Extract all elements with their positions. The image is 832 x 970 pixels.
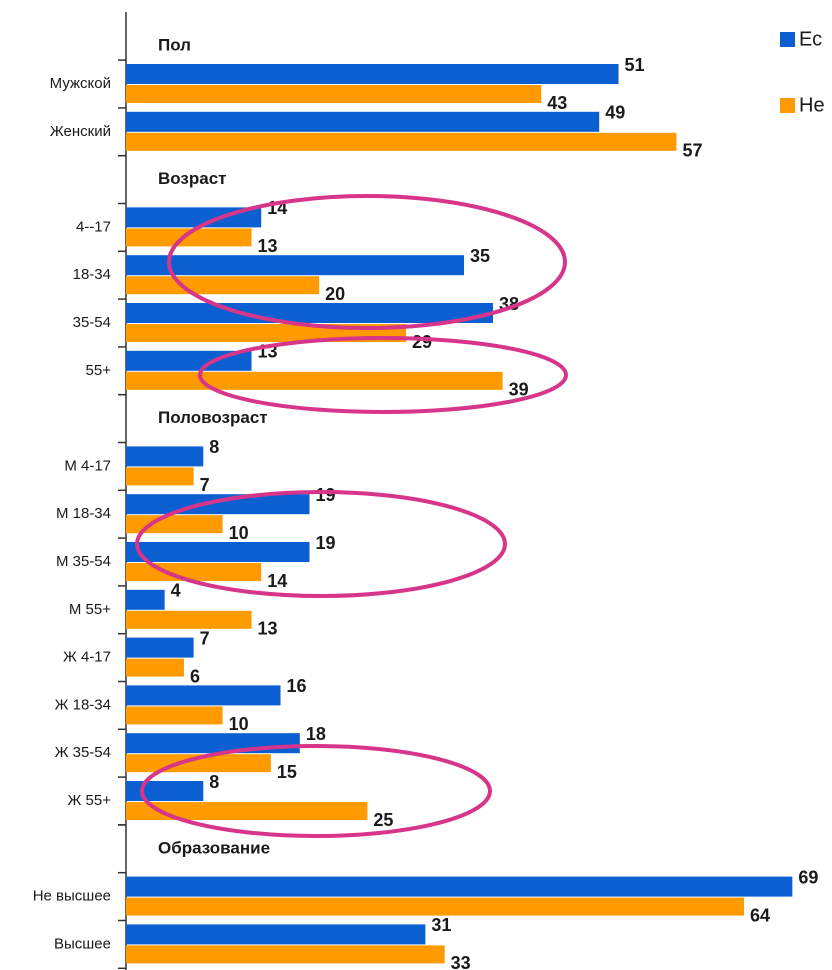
- bar: [126, 610, 252, 629]
- category-label: 4--17: [76, 218, 111, 235]
- category-label: Высшее: [54, 935, 111, 952]
- highlight-ellipse: [140, 744, 492, 838]
- bar: [126, 132, 677, 151]
- bar: [126, 945, 445, 964]
- bar: [126, 589, 165, 610]
- value-label: 57: [682, 141, 702, 161]
- bar: [126, 515, 223, 534]
- bar: [126, 563, 262, 581]
- value-label: 7: [200, 475, 210, 495]
- bar: [126, 876, 793, 897]
- value-label: 14: [267, 571, 287, 591]
- category-label: 55+: [86, 362, 112, 379]
- value-label: 16: [287, 676, 307, 696]
- value-label: 10: [229, 523, 249, 543]
- bar: [126, 897, 745, 916]
- value-label: 13: [258, 236, 278, 256]
- legend-label: Не: [799, 94, 825, 116]
- category-label: Женский: [50, 123, 111, 140]
- category-label: Не высшее: [33, 888, 111, 905]
- value-label: 19: [315, 485, 335, 505]
- value-label: 15: [277, 762, 297, 782]
- category-label: Мужской: [50, 75, 111, 92]
- bar: [126, 494, 310, 515]
- highlight-ellipse: [198, 336, 568, 414]
- legend-swatch: [780, 32, 795, 47]
- value-label: 49: [605, 103, 625, 123]
- value-label: 7: [200, 628, 210, 648]
- bar: [126, 781, 204, 801]
- bar: [126, 658, 184, 677]
- value-label: 4: [171, 581, 181, 601]
- value-label: 29: [412, 332, 432, 352]
- category-label: М 4-17: [64, 457, 111, 474]
- plot: Пол Мужской 51 43 Женский 49 57 Возраст 4--17 14 1…: [33, 36, 819, 970]
- value-label: 8: [209, 772, 219, 792]
- value-label: 51: [625, 55, 645, 75]
- bar: [126, 207, 262, 228]
- bar: [126, 64, 619, 84]
- bar: [126, 802, 368, 820]
- bar: [126, 228, 252, 247]
- category-label: Ж 35-54: [55, 744, 111, 761]
- bar: [126, 542, 310, 562]
- bar: [126, 754, 271, 773]
- bar: [126, 111, 600, 132]
- category-label: М 55+: [69, 601, 111, 618]
- bar: [126, 733, 300, 754]
- highlight-ellipse: [135, 490, 507, 598]
- annotations: [135, 194, 568, 838]
- bar: [126, 371, 503, 390]
- category-label: Ж 18-34: [55, 696, 111, 713]
- value-label: 18: [306, 724, 326, 744]
- section-title: Половозраст: [158, 408, 268, 427]
- bar: [126, 446, 204, 467]
- value-label: 19: [315, 533, 335, 553]
- highlight-ellipse: [167, 194, 567, 330]
- bar: [126, 637, 194, 658]
- bar: [126, 706, 223, 725]
- value-label: 33: [451, 953, 471, 970]
- value-label: 20: [325, 284, 345, 304]
- category-label: 35-54: [73, 314, 111, 331]
- bar: [126, 924, 426, 945]
- value-label: 35: [470, 246, 490, 266]
- section-title: Возраст: [158, 169, 227, 188]
- legend-swatch: [780, 98, 795, 113]
- category-label: М 18-34: [56, 505, 111, 522]
- value-label: 31: [431, 915, 451, 935]
- value-label: 43: [547, 93, 567, 113]
- value-label: 69: [798, 867, 818, 887]
- bar: [126, 255, 464, 276]
- category-label: 18-34: [73, 266, 111, 283]
- bar: [126, 303, 493, 323]
- value-label: 25: [373, 810, 393, 830]
- value-label: 6: [190, 666, 200, 686]
- value-label: 8: [209, 437, 219, 457]
- bar: [126, 85, 542, 103]
- bar: [126, 276, 320, 295]
- section-title: Пол: [158, 36, 191, 55]
- bar: [126, 350, 252, 371]
- value-label: 10: [229, 714, 249, 734]
- value-label: 64: [750, 905, 770, 925]
- bar: [126, 685, 281, 706]
- legend-label: Ес: [799, 28, 822, 50]
- category-label: Ж 4-17: [63, 649, 111, 666]
- category-label: М 35-54: [56, 553, 111, 570]
- category-label: Ж 55+: [68, 792, 112, 809]
- value-label: 13: [258, 619, 278, 639]
- section-title: Образование: [158, 838, 270, 857]
- value-label: 39: [509, 380, 529, 400]
- bar: [126, 467, 194, 486]
